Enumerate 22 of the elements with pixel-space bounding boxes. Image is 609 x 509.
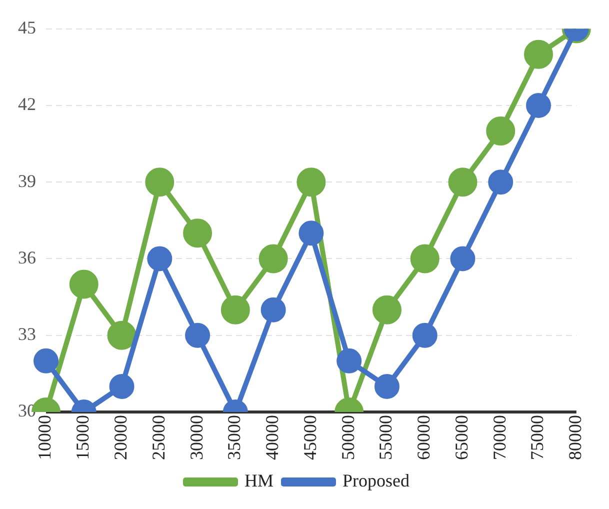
- x-tick-label: 55000: [376, 415, 396, 460]
- x-tick-label: 80000: [565, 415, 586, 460]
- x-tick-label: 15000: [72, 415, 93, 460]
- x-tick-label: 10000: [34, 415, 55, 460]
- x-tick-label: 70000: [489, 415, 510, 460]
- y-tick-label: 45: [18, 18, 36, 38]
- y-tick-label: 33: [18, 324, 36, 344]
- x-tick-label: 40000: [262, 415, 282, 460]
- x-tick-label: 45000: [300, 415, 320, 460]
- y-tick-label: 39: [18, 170, 36, 191]
- x-tick-label: 35000: [224, 415, 244, 460]
- x-tick-label: 75000: [527, 415, 548, 460]
- legend-label: HM: [244, 470, 274, 491]
- x-tick-label: 20000: [110, 415, 131, 460]
- y-tick-label: 36: [18, 247, 36, 268]
- y-tick-label: 42: [18, 94, 36, 114]
- x-tick-label: 30000: [186, 415, 206, 460]
- x-tick-label: 60000: [414, 415, 434, 460]
- x-tick-label: 50000: [338, 415, 358, 460]
- x-tick-label: 25000: [148, 415, 168, 460]
- x-tick-label: 65000: [451, 415, 472, 460]
- legend-label: Proposed: [342, 470, 410, 491]
